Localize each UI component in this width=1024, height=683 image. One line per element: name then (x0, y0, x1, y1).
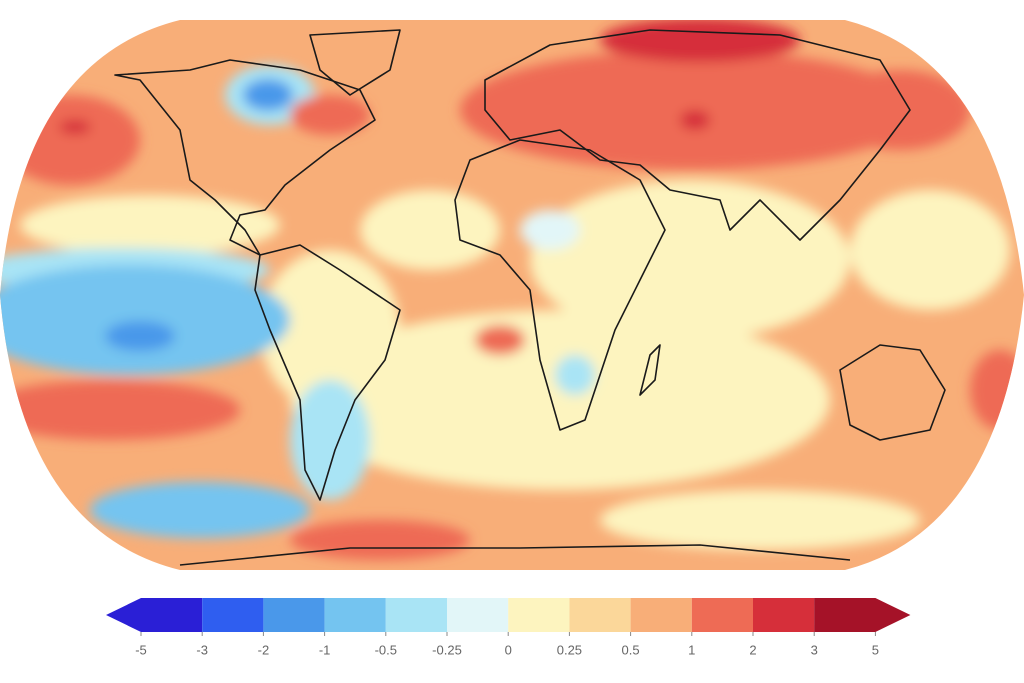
colorbar-tick-label: 0.5 (622, 642, 640, 657)
colorbar-segment (263, 598, 325, 632)
colorbar-segment (324, 598, 386, 632)
colorbar-segment (508, 598, 570, 632)
colorbar-tick-label: 2 (749, 642, 756, 657)
colorbar: -5 -3 -2 -1 -0.5 -0.25 0 0.25 0.5 1 2 3 5 (106, 598, 911, 657)
colorbar-tick-label: -2 (258, 642, 270, 657)
colorbar-segment (691, 598, 753, 632)
colorbar-segment (753, 598, 815, 632)
colorbar-segment (385, 598, 447, 632)
colorbar-tick-label: 0 (505, 642, 512, 657)
colorbar-segment (569, 598, 631, 632)
colorbar-segment (202, 598, 264, 632)
colorbar-tick-label: 1 (688, 642, 695, 657)
coastlines (114, 29, 946, 566)
colorbar-tick-label: -0.5 (375, 642, 397, 657)
colorbar-segment (447, 598, 509, 632)
anomaly-field (0, 20, 1024, 560)
colorbar-tick-label: 0.25 (557, 642, 582, 657)
colorbar-tick-label: -5 (135, 642, 147, 657)
colorbar-tick-label: -1 (319, 642, 331, 657)
colorbar-tick-label: 3 (811, 642, 818, 657)
colorbar-segment (630, 598, 692, 632)
colorbar-segment (814, 598, 911, 632)
colorbar-tick-label: -3 (196, 642, 208, 657)
map (0, 20, 1024, 570)
colorbar-tick-label: 5 (872, 642, 879, 657)
colorbar-segment (106, 598, 203, 632)
colorbar-tick-label: -0.25 (432, 642, 462, 657)
